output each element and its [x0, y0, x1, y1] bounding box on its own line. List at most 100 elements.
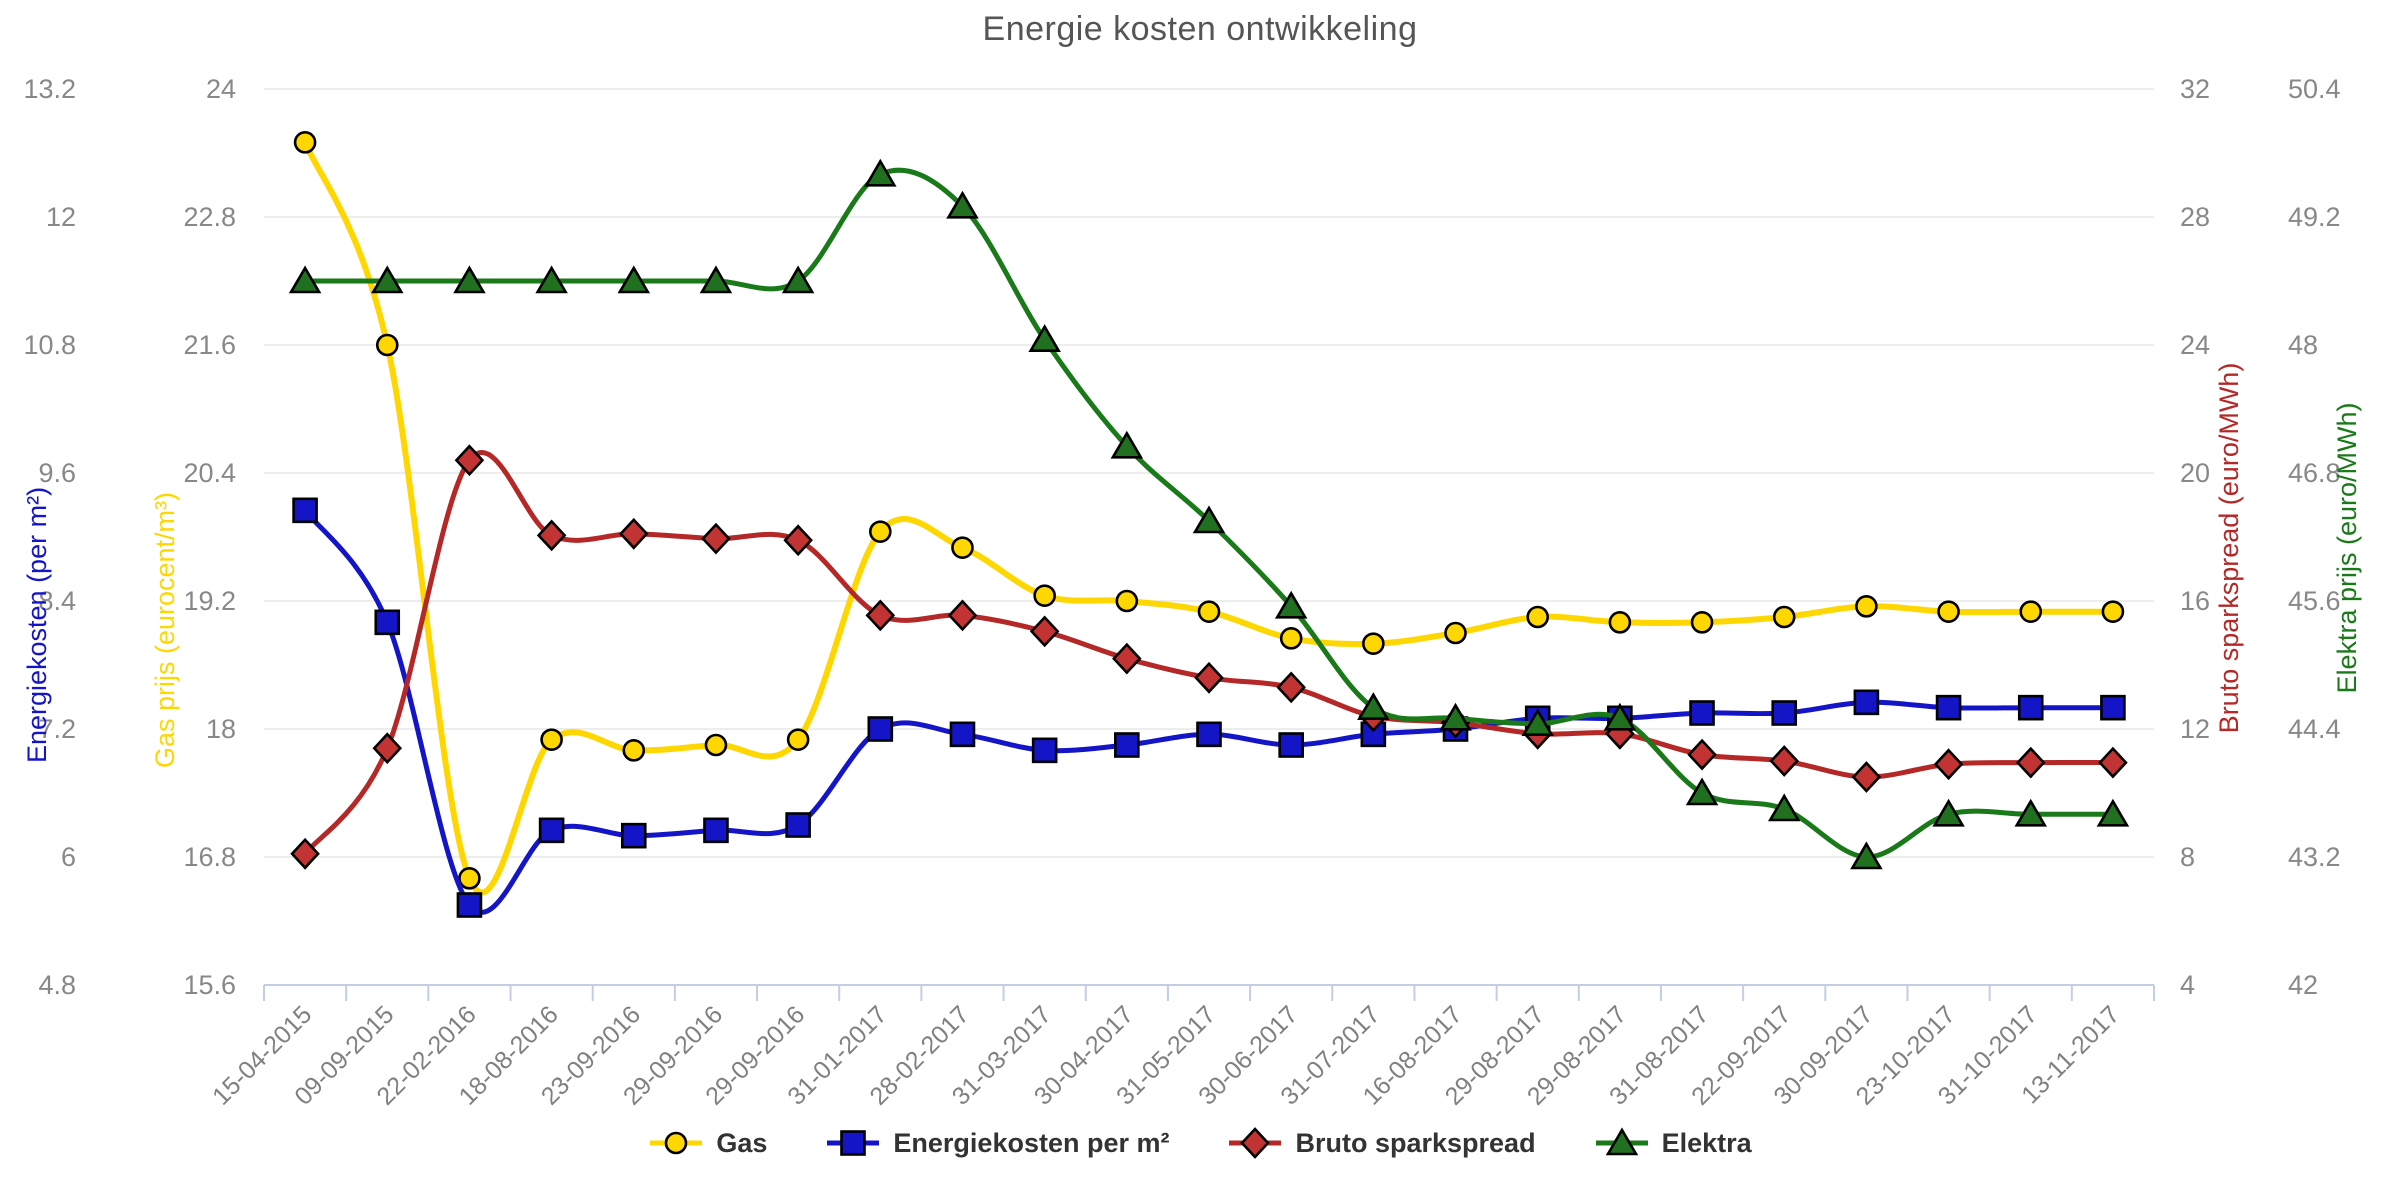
data-point-gas [1279, 627, 1303, 650]
data-point-elektra [2014, 798, 2048, 827]
axis-tick-label-gas: 15.6 [183, 970, 236, 1000]
data-point-sparkspread [2098, 746, 2128, 779]
legend-item-energiekosten: Energiekosten per m² [825, 1126, 1169, 1160]
data-point-elektra [1439, 702, 1472, 731]
data-point-sparkspread [290, 837, 320, 870]
circle-legend-icon [650, 1131, 703, 1155]
data-point-sparkspread [783, 524, 813, 557]
axis-tick-label-gas: 19.2 [183, 586, 236, 616]
data-point-energiekosten [2017, 694, 2044, 721]
data-point-energiekosten [1114, 732, 1140, 758]
data-point-elektra [1685, 777, 1719, 806]
data-point-energiekosten [1689, 700, 1715, 726]
axis-tick-label-gas: 18 [206, 714, 236, 744]
x-axis-date-labels: 15-04-201509-09-201522-02-201618-08-2016… [207, 1000, 2125, 1110]
data-point-elektra [781, 265, 815, 294]
axis-title-elektra: Elektra prijs (euro/MWh) [2332, 402, 2362, 693]
data-point-gas [1690, 611, 1714, 634]
data-point-sparkspread [1029, 615, 1060, 648]
data-point-elektra [864, 158, 897, 187]
axis-tick-label-elektra: 48 [2288, 330, 2318, 360]
data-point-gas [622, 739, 646, 762]
axis-tick-label-sparkspread: 20 [2180, 458, 2210, 488]
axis-tick-label-gas: 20.4 [183, 458, 236, 488]
axis-tick-label-elektra: 50.4 [2288, 74, 2341, 104]
data-point-sparkspread [947, 599, 978, 632]
data-point-energiekosten [456, 892, 483, 918]
data-point-energiekosten [703, 817, 729, 844]
data-point-energiekosten [1031, 737, 1058, 764]
data-point-elektra [1603, 702, 1637, 731]
data-point-gas [375, 333, 399, 357]
legend-label: Bruto sparkspread [1295, 1127, 1536, 1158]
series-energiekosten [292, 497, 2126, 918]
axis-title-energiekosten: Energiekosten (per m²) [22, 487, 52, 763]
data-point-elektra [1932, 798, 1965, 827]
data-point-elektra [370, 265, 404, 294]
data-point-energiekosten [1853, 689, 1880, 716]
data-point-sparkspread [1933, 748, 1964, 781]
axis-tick-label-sparkspread: 8 [2180, 842, 2195, 872]
square-legend-icon [827, 1130, 880, 1156]
data-point-gas [458, 867, 481, 890]
data-point-gas [1362, 632, 1385, 655]
data-point-gas [786, 728, 810, 751]
axis-tick-label-elektra: 46.8 [2288, 458, 2341, 488]
axis-tick-label-elektra: 49.2 [2288, 202, 2341, 232]
data-point-energiekosten [1771, 700, 1798, 726]
legend-marker [1605, 1127, 1638, 1156]
legend-marker [1240, 1127, 1271, 1159]
data-point-gas [1526, 605, 1549, 629]
data-point-elektra [1192, 505, 1226, 534]
legend-label: Energiekosten per m² [893, 1127, 1170, 1158]
data-point-gas [1772, 605, 1796, 629]
axis-tick-label-gas: 16.8 [183, 842, 236, 872]
data-point-energiekosten [538, 817, 565, 844]
data-point-elektra [1028, 324, 1061, 352]
data-point-sparkspread [619, 517, 649, 550]
data-point-elektra [1850, 841, 1883, 870]
data-point-gas [1033, 584, 1056, 607]
data-point-sparkspread [1276, 671, 1306, 704]
data-point-energiekosten [867, 716, 894, 742]
data-point-energiekosten [292, 497, 318, 524]
axis-title-gas: Gas prijs (eurocent/m³) [150, 492, 180, 768]
data-point-sparkspread [1769, 745, 1799, 777]
chart-legend: Gas Energiekosten per m² Bruto sparkspread… [0, 1126, 2400, 1160]
axis-tick-label-sparkspread: 16 [2180, 586, 2210, 616]
axis-tick-label-energiekosten: 7.2 [38, 714, 76, 744]
data-point-gas [2019, 600, 2043, 623]
axis-tick-label-sparkspread: 24 [2180, 330, 2210, 360]
data-point-gas [2101, 600, 2125, 623]
axis-tick-label-elektra: 42 [2288, 970, 2318, 1000]
data-point-gas [1197, 600, 1221, 623]
data-point-gas [1937, 600, 1960, 623]
data-point-sparkspread [1112, 642, 1142, 675]
data-point-sparkspread [454, 444, 485, 477]
axis-tick-label-energiekosten: 8.4 [38, 586, 76, 616]
axis-tick-label-gas: 21.6 [183, 330, 236, 360]
axis-tick-label-sparkspread: 28 [2180, 202, 2210, 232]
data-point-gas [869, 520, 892, 543]
data-point-elektra [1274, 590, 1308, 619]
legend-item-sparkspread: Bruto sparkspread [1227, 1126, 1536, 1160]
legend-label: Gas [716, 1127, 768, 1158]
data-point-gas [1115, 589, 1139, 613]
data-point-elektra [535, 265, 568, 294]
data-point-gas [951, 536, 974, 559]
axis-tick-label-sparkspread: 12 [2180, 714, 2210, 744]
data-point-elektra [1110, 430, 1144, 459]
data-point-sparkspread [536, 519, 567, 552]
series-gas [293, 131, 2125, 896]
data-point-elektra [288, 265, 322, 294]
data-point-energiekosten [374, 609, 401, 636]
series-line-energiekosten [302, 507, 2116, 915]
data-point-elektra [617, 265, 651, 294]
data-point-elektra [699, 265, 733, 294]
legend-marker [840, 1130, 867, 1156]
diamond-legend-icon [1229, 1127, 1282, 1159]
axis-tick-label-gas: 24 [206, 74, 236, 104]
data-point-energiekosten [620, 822, 647, 849]
